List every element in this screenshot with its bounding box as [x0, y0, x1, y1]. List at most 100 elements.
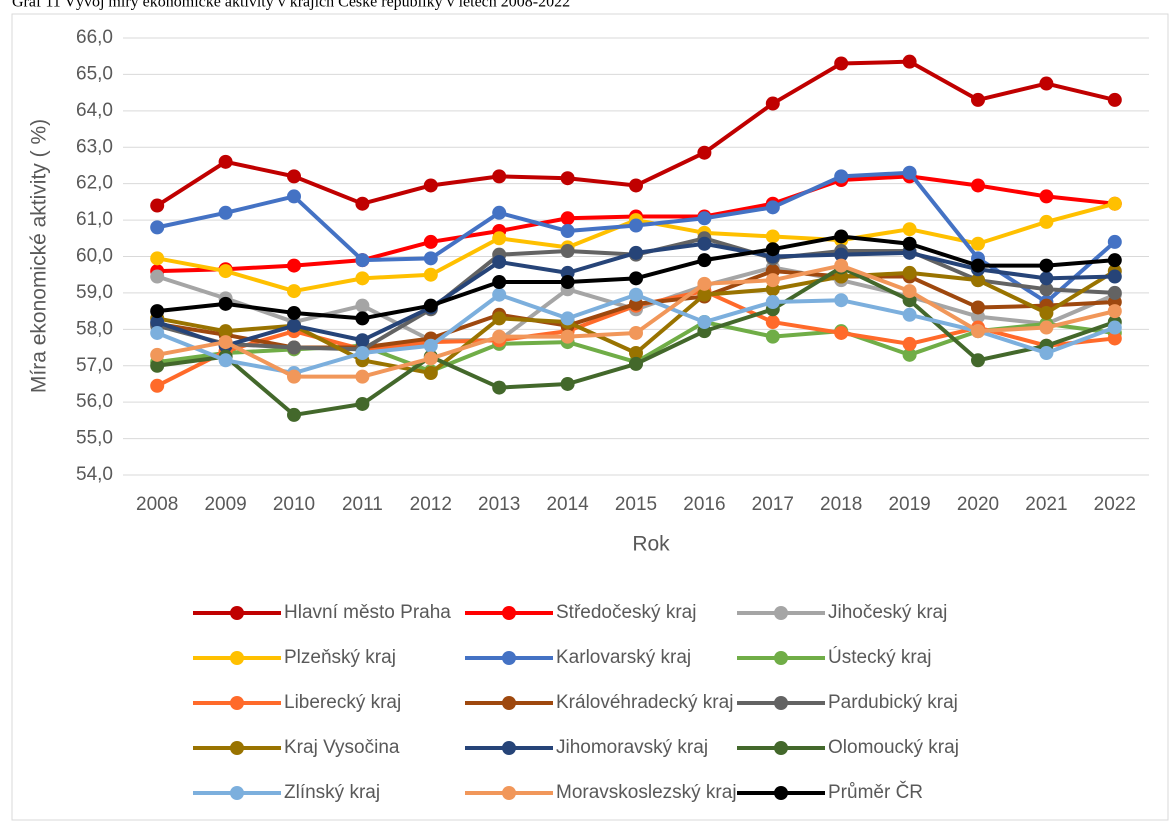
y-tick-label: 63,0: [76, 136, 113, 157]
point: [355, 271, 370, 286]
point: [423, 351, 438, 366]
legend-marker: [502, 786, 516, 800]
point: [560, 329, 575, 344]
point: [834, 229, 849, 244]
point: [902, 54, 917, 69]
legend-label: Hlavní město Praha: [284, 602, 451, 623]
point: [492, 287, 507, 302]
point: [150, 220, 165, 235]
point: [697, 315, 712, 330]
legend-label: Kraj Vysočina: [284, 737, 400, 758]
point: [834, 56, 849, 71]
point: [150, 269, 165, 284]
y-tick-label: 66,0: [76, 27, 113, 48]
point: [218, 335, 233, 350]
point: [423, 251, 438, 266]
legend-label: Jihočeský kraj: [828, 602, 947, 623]
point: [1039, 320, 1054, 335]
y-tick-label: 65,0: [76, 63, 113, 84]
legend-label: Zlínský kraj: [284, 782, 380, 803]
point: [971, 92, 985, 107]
point: [971, 300, 985, 315]
point: [765, 200, 780, 215]
point: [492, 329, 507, 344]
point: [1039, 258, 1054, 273]
point: [218, 154, 233, 169]
point: [765, 229, 780, 244]
point: [560, 274, 575, 289]
x-tick-label: 2010: [273, 494, 315, 515]
point: [697, 236, 712, 251]
point: [218, 264, 233, 279]
point: [697, 253, 712, 268]
point: [423, 338, 438, 353]
point: [560, 224, 575, 239]
x-tick-label: 2021: [1025, 494, 1067, 515]
point: [834, 247, 849, 262]
y-tick-label: 62,0: [76, 173, 113, 194]
point: [834, 169, 849, 184]
legend-marker: [230, 651, 244, 665]
point: [765, 96, 780, 111]
legend-marker: [230, 606, 244, 620]
point: [765, 315, 780, 330]
x-tick-label: 2018: [820, 494, 862, 515]
point: [150, 315, 165, 330]
point: [355, 253, 370, 268]
legend-label: Pardubický kraj: [828, 692, 958, 713]
legend-marker: [502, 741, 516, 755]
x-tick-label: 2008: [136, 494, 178, 515]
y-tick-label: 55,0: [76, 428, 113, 449]
point: [1107, 234, 1122, 249]
legend-label: Moravskoslezský kraj: [556, 782, 737, 803]
point: [287, 284, 301, 299]
point: [560, 244, 575, 259]
point: [150, 378, 165, 393]
point: [1039, 189, 1054, 204]
point: [971, 353, 985, 368]
point: [1107, 196, 1122, 211]
point: [629, 178, 643, 193]
point: [150, 347, 165, 362]
y-axis-label: Míra ekonomické aktivity ( %): [28, 119, 51, 393]
point: [287, 305, 301, 320]
point: [355, 298, 370, 313]
legend-marker: [502, 696, 516, 710]
point: [218, 324, 233, 339]
legend-marker: [774, 651, 788, 665]
point: [492, 231, 507, 246]
point: [629, 325, 643, 340]
point: [1107, 331, 1122, 346]
point: [1107, 253, 1122, 268]
point: [1107, 320, 1122, 335]
point: [355, 333, 370, 348]
point: [971, 324, 985, 339]
y-tick-label: 59,0: [76, 282, 113, 303]
point: [971, 258, 985, 273]
point: [218, 296, 233, 311]
point: [355, 369, 370, 384]
point: [902, 222, 917, 237]
point: [902, 284, 917, 299]
point: [1039, 76, 1054, 91]
legend-marker: [502, 651, 516, 665]
point: [492, 254, 507, 269]
point: [423, 234, 438, 249]
y-tick-label: 57,0: [76, 355, 113, 376]
point: [834, 258, 849, 273]
legend-marker: [230, 741, 244, 755]
point: [150, 198, 165, 213]
point: [629, 218, 643, 233]
x-tick-label: 2016: [683, 494, 725, 515]
x-tick-label: 2015: [615, 494, 657, 515]
legend-marker: [774, 741, 788, 755]
legend-marker: [774, 606, 788, 620]
point: [423, 267, 438, 282]
point: [765, 295, 780, 310]
point: [1039, 214, 1054, 229]
y-tick-label: 61,0: [76, 209, 113, 230]
point: [218, 353, 233, 368]
point: [697, 276, 712, 291]
point: [902, 265, 917, 280]
point: [834, 293, 849, 308]
